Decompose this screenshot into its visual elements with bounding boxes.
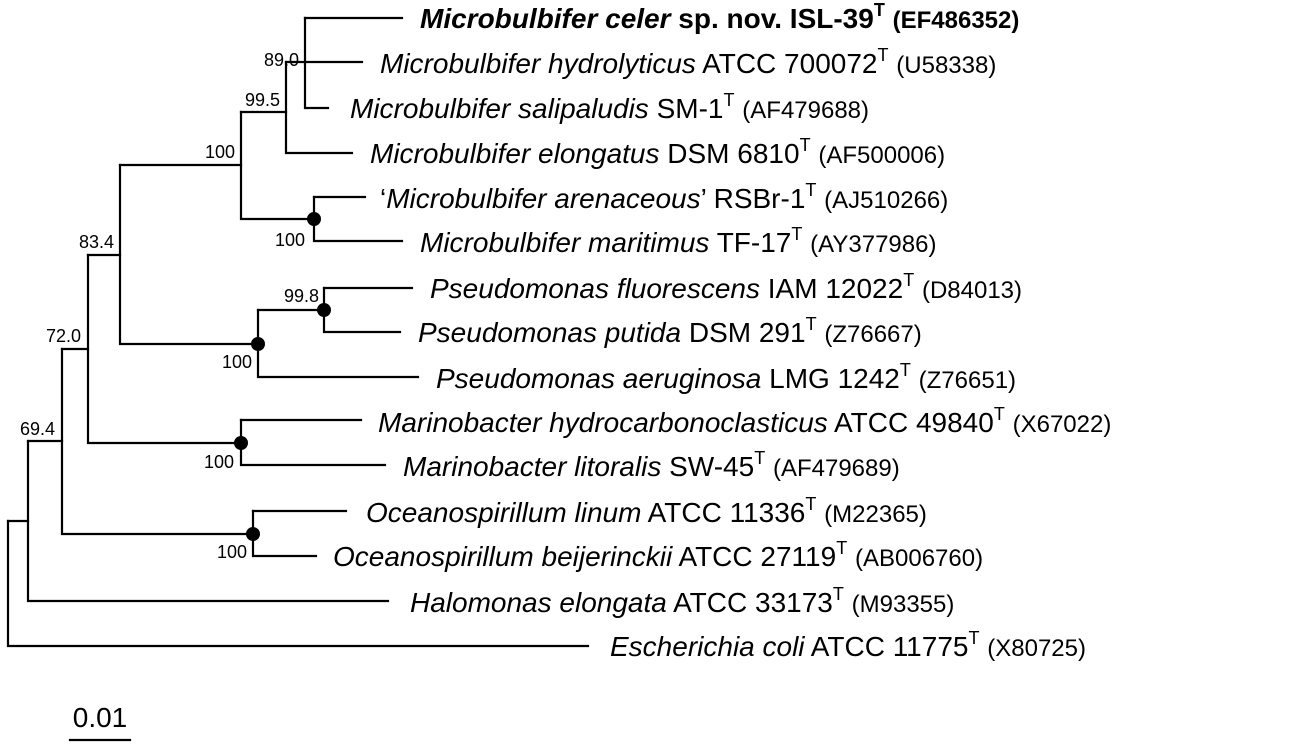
branch-oceano-stem — [60, 347, 255, 536]
taxon-label: Microbulbifer celer sp. nov. ISL-39T (EF… — [420, 0, 1019, 34]
branch-litoralis — [239, 418, 387, 467]
node-dot-arenaceous-maritimus — [307, 212, 321, 226]
bootstrap-value: 100 — [217, 542, 247, 562]
taxon-label: Microbulbifer maritimus TF-17T (AY377986… — [420, 224, 936, 258]
branch-aeruginosa — [256, 308, 420, 379]
taxon-label: ‘Microbulbifer arenaceous’ RSBr-1T (AJ51… — [380, 180, 948, 214]
scale-bar: 0.01 — [68, 702, 132, 742]
bootstrap-values: 89.0 99.5 100 100 99.8 100 83.4 72.0 100… — [20, 50, 319, 562]
taxon-label: Pseudomonas fluorescens IAM 12022T (D840… — [430, 270, 1022, 304]
taxon-label: Escherichia coli ATCC 11775T (X80725) — [610, 628, 1086, 662]
branch-salipaludis — [303, 16, 330, 110]
branch-beijerinckii — [251, 509, 318, 558]
bootstrap-value: 100 — [204, 452, 234, 472]
bootstrap-value: 99.5 — [245, 90, 280, 110]
taxon-label: Pseudomonas aeruginosa LMG 1242T (Z76651… — [436, 360, 1016, 394]
taxon-label: Marinobacter litoralis SW-45T (AF479689) — [403, 448, 900, 482]
node-dot-marinobacter — [234, 436, 248, 450]
taxon-label: Microbulbifer elongatus DSM 6810T (AF500… — [370, 135, 945, 169]
taxon-label: Microbulbifer salipaludis SM-1T (AF47968… — [350, 90, 869, 124]
bootstrap-value: 100 — [222, 352, 252, 372]
node-dot-pseudomonas — [251, 337, 265, 351]
branch-ecoli — [6, 519, 590, 648]
branch-halomonas — [26, 439, 390, 603]
branch-putida — [322, 286, 402, 334]
taxon-label: Microbulbifer hydrolyticus ATCC 700072T … — [380, 45, 996, 79]
scale-bar-label: 0.01 — [73, 702, 128, 733]
bootstrap-value: 100 — [205, 142, 235, 162]
bootstrap-value: 100 — [275, 230, 305, 250]
node-markers — [234, 212, 331, 541]
node-dot-fluorescens-putida — [317, 303, 331, 317]
branch-pseudo-stem — [118, 163, 260, 346]
branch-maritimus — [312, 195, 404, 243]
taxon-labels: Microbulbifer celer sp. nov. ISL-39T (EF… — [333, 0, 1111, 662]
branch-aren-marit-stem — [239, 110, 316, 221]
taxon-label: Pseudomonas putida DSM 291T (Z76667) — [418, 314, 922, 348]
node-dot-oceanospirillum — [246, 527, 260, 541]
branch-marino-stem — [86, 253, 243, 445]
bootstrap-value: 83.4 — [79, 232, 114, 252]
taxon-label: Oceanospirillum linum ATCC 11336T (M2236… — [366, 494, 927, 528]
tree-branches — [6, 16, 590, 648]
bootstrap-value: 99.8 — [284, 286, 319, 306]
taxon-label: Marinobacter hydrocarbonoclasticus ATCC … — [378, 404, 1111, 438]
bootstrap-value: 72.0 — [46, 326, 81, 346]
branch-elongatus — [284, 60, 354, 155]
bootstrap-value: 69.4 — [20, 419, 55, 439]
taxon-label: Oceanospirillum beijerinckii ATCC 27119T… — [333, 538, 983, 572]
bootstrap-value: 89.0 — [264, 50, 299, 70]
taxon-label: Halomonas elongata ATCC 33173T (M93355) — [410, 584, 954, 618]
